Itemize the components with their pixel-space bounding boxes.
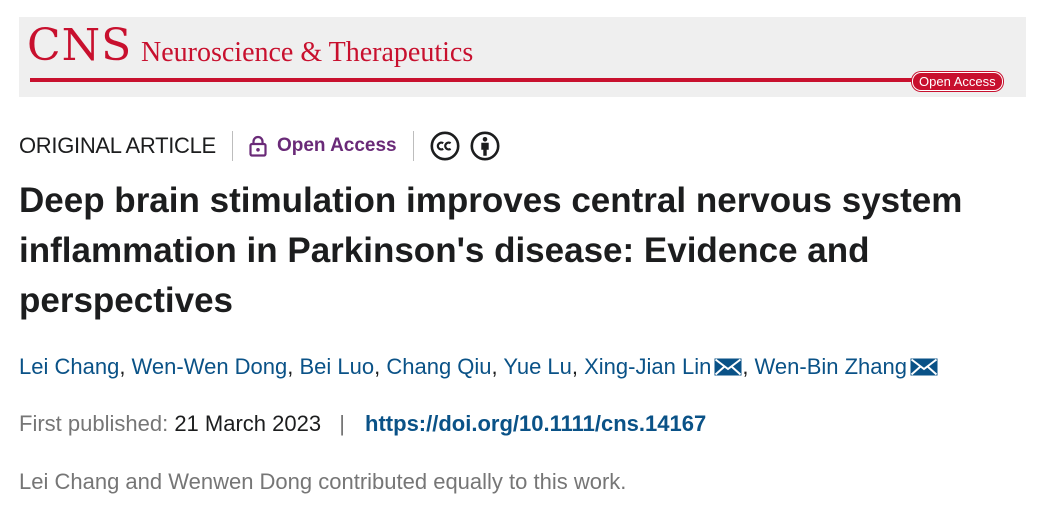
cc-icon[interactable] bbox=[430, 131, 460, 161]
meta-divider-2 bbox=[412, 131, 414, 161]
author-separator: , bbox=[287, 354, 300, 379]
author-separator: , bbox=[491, 354, 504, 379]
author-link[interactable]: Yue Lu bbox=[503, 354, 572, 379]
pub-separator: | bbox=[339, 411, 345, 436]
author-link[interactable]: Lei Chang bbox=[19, 354, 120, 379]
author-link[interactable]: Chang Qiu bbox=[386, 354, 492, 379]
lock-icon bbox=[249, 135, 267, 157]
banner-rule bbox=[30, 78, 924, 82]
article-type: ORIGINAL ARTICLE bbox=[19, 133, 216, 158]
meta-divider bbox=[231, 131, 233, 161]
envelope-icon[interactable] bbox=[910, 358, 938, 376]
article-title: Deep brain stimulation improves central … bbox=[19, 181, 963, 320]
journal-abbrev: CNS bbox=[27, 20, 133, 71]
publication-info: First published: 21 March 2023 | https:/… bbox=[19, 409, 706, 439]
publication-date: 21 March 2023 bbox=[174, 411, 322, 436]
open-access-badge: Open Access bbox=[912, 72, 1003, 91]
author-separator: , bbox=[742, 354, 755, 379]
article-meta: ORIGINAL ARTICLE Open Access bbox=[19, 128, 500, 164]
journal-banner[interactable]: CNS Neuroscience & Therapeutics Open Acc… bbox=[19, 17, 1026, 97]
doi-link[interactable]: https://doi.org/10.1111/cns.14167 bbox=[365, 411, 707, 436]
journal-name: Neuroscience & Therapeutics bbox=[141, 37, 474, 68]
author-link[interactable]: Wen-Bin Zhang bbox=[754, 354, 907, 379]
author-link[interactable]: Xing-Jian Lin bbox=[584, 354, 712, 379]
contribution-note: Lei Chang and Wenwen Dong contributed eq… bbox=[19, 469, 627, 494]
author-list: Lei Chang, Wen-Wen Dong, Bei Luo, Chang … bbox=[19, 352, 938, 382]
attribution-icon[interactable] bbox=[470, 131, 500, 161]
open-access-link[interactable]: Open Access bbox=[249, 135, 397, 157]
author-separator: , bbox=[374, 354, 387, 379]
license-icons[interactable] bbox=[430, 131, 500, 161]
first-published-label: First published: bbox=[19, 411, 169, 436]
author-link[interactable]: Wen-Wen Dong bbox=[131, 354, 288, 379]
author-separator: , bbox=[571, 354, 585, 379]
open-access-label: Open Access bbox=[276, 135, 397, 156]
author-link[interactable]: Bei Luo bbox=[299, 354, 375, 379]
envelope-icon[interactable] bbox=[714, 358, 742, 376]
author-separator: , bbox=[119, 354, 132, 379]
